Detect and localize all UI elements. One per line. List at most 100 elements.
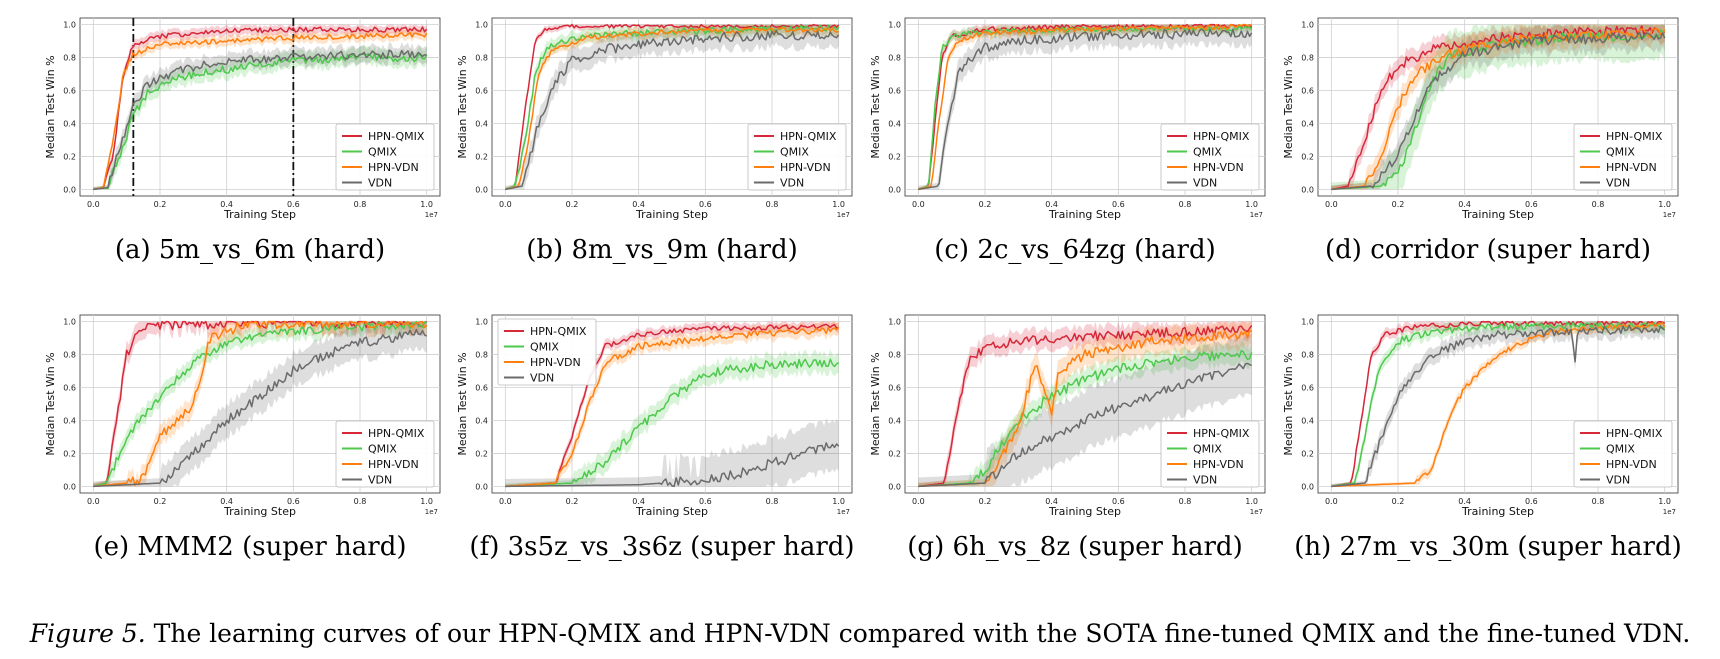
legend-label: HPN-QMIX: [1193, 130, 1250, 143]
legend-label: VDN: [368, 177, 392, 190]
y-tick-label: 0.8: [475, 351, 488, 360]
y-tick-label: 0.0: [475, 482, 488, 491]
chart-panel-7: 0.0 0.2 0.4 0.6 0.8 1.0 0.0 0.2 0.4 0.6 0.8 1.0 1e7 T…: [869, 314, 1266, 562]
x-tick-label: 0.4: [632, 497, 645, 506]
legend-label: HPN-QMIX: [1193, 427, 1250, 440]
y-tick-label: 0.6: [1301, 384, 1314, 393]
legend-label: VDN: [780, 177, 804, 190]
x-tick-label: 1.0: [420, 497, 433, 506]
chart-panel-6: 0.0 0.2 0.4 0.6 0.8 1.0 0.0 0.2 0.4 0.6 0.8 1.0 1e7 T…: [456, 314, 855, 562]
y-tick-label: 0.2: [63, 152, 76, 161]
x-tick-label: 0.6: [699, 200, 712, 209]
y-tick-label: 1.0: [63, 21, 76, 30]
x-tick-label: 1.0: [832, 200, 845, 209]
legend-box: [1573, 420, 1673, 488]
legend-label: VDN: [368, 474, 392, 487]
x-tick-label: 1.0: [420, 200, 433, 209]
x-tick-label: 1.0: [1245, 497, 1258, 506]
legend-label: HPN-VDN: [1606, 458, 1657, 471]
y-tick-label: 0.4: [475, 416, 488, 425]
series-line-qmix: [918, 349, 1253, 488]
y-tick-label: 0.2: [888, 152, 901, 161]
legend: HPN-QMIX QMIX HPN-VDN VDN: [1573, 420, 1673, 488]
x-axis-label: Training Step: [635, 208, 708, 221]
y-tick-label: 0.8: [63, 351, 76, 360]
y-tick-label: 1.0: [888, 21, 901, 30]
legend: HPN-QMIX QMIX HPN-VDN VDN: [1573, 123, 1673, 191]
series-band-qmix: [93, 321, 427, 487]
legend-label: HPN-VDN: [368, 458, 419, 471]
y-tick-label: 0.6: [888, 384, 901, 393]
y-tick-label: 0.4: [63, 119, 76, 128]
x-tick-label: 0.4: [632, 200, 645, 209]
series-band-hpn-vdn: [918, 321, 1252, 487]
series-band-qmix: [505, 349, 839, 487]
series-line-vdn: [93, 49, 427, 191]
y-tick-label: 0.6: [63, 87, 76, 96]
series-line-vdn: [1331, 31, 1666, 191]
y-tick-label: 0.2: [475, 152, 488, 161]
y-axis-label: Median Test Win %: [456, 55, 469, 158]
series-band-vdn: [93, 321, 427, 487]
series-band-qmix: [1331, 24, 1665, 190]
x-axis-label: Training Step: [1461, 208, 1534, 221]
panel-caption: (d) corridor (super hard): [1325, 235, 1651, 265]
y-axis-label: Median Test Win %: [44, 55, 57, 158]
y-axis-label: Median Test Win %: [869, 352, 882, 455]
series-line-qmix: [93, 320, 427, 488]
x-tick-label: 0.0: [1325, 200, 1338, 209]
y-tick-label: 1.0: [1301, 318, 1314, 327]
x-tick-label: 0.8: [766, 200, 779, 209]
x-tick-label: 0.4: [1045, 200, 1058, 209]
y-tick-label: 0.4: [888, 416, 901, 425]
chart-panel-2: 0.0 0.2 0.4 0.6 0.8 1.0 0.0 0.2 0.4 0.6 0.8 1.0 1e7 T…: [456, 17, 853, 265]
series-line-hpn-vdn: [93, 320, 428, 488]
y-tick-label: 0.8: [888, 54, 901, 63]
figure-caption-label: Figure 5.: [29, 619, 146, 648]
y-tick-label: 0.8: [475, 54, 488, 63]
x-tick-label: 1.0: [1658, 200, 1671, 209]
y-tick-label: 0.0: [475, 185, 488, 194]
x-exponent-label: 1e7: [837, 508, 850, 516]
x-tick-label: 1.0: [1245, 200, 1258, 209]
series-line-qmix: [505, 358, 840, 488]
x-tick-label: 0.2: [1392, 200, 1405, 209]
legend-label: HPN-VDN: [1193, 458, 1244, 471]
x-tick-label: 0.4: [220, 200, 233, 209]
panel-caption: (e) MMM2 (super hard): [93, 532, 406, 562]
y-tick-label: 1.0: [475, 21, 488, 30]
chart-panel-4: 0.0 0.2 0.4 0.6 0.8 1.0 0.0 0.2 0.4 0.6 0.8 1.0 1e7 T…: [1282, 17, 1679, 265]
legend-label: HPN-VDN: [1606, 161, 1657, 174]
x-exponent-label: 1e7: [1250, 211, 1263, 219]
x-exponent-label: 1e7: [1663, 211, 1676, 219]
series-band-hpn-vdn: [1331, 24, 1665, 190]
x-tick-label: 0.2: [566, 200, 579, 209]
x-tick-label: 0.0: [87, 497, 100, 506]
series-band-vdn: [1331, 24, 1665, 190]
y-tick-label: 0.6: [475, 87, 488, 96]
series-line-vdn: [505, 29, 840, 191]
legend-box: [1160, 420, 1260, 488]
x-tick-label: 0.0: [87, 200, 100, 209]
legend-label: VDN: [1193, 177, 1217, 190]
y-tick-label: 1.0: [475, 318, 488, 327]
series-line-hpn-vdn: [1331, 28, 1666, 191]
y-tick-label: 0.2: [1301, 152, 1314, 161]
series-line-hpn-vdn: [505, 326, 840, 488]
series-line-hpn-qmix: [505, 323, 839, 488]
series-band-hpn-vdn: [505, 321, 839, 487]
x-tick-label: 0.6: [699, 497, 712, 506]
y-axis-label: Median Test Win %: [456, 352, 469, 455]
legend-box: [497, 318, 597, 386]
series-band-vdn: [1331, 321, 1665, 487]
y-tick-label: 0.6: [63, 384, 76, 393]
legend-label: QMIX: [1606, 146, 1635, 159]
legend-label: QMIX: [530, 341, 559, 354]
x-tick-label: 0.6: [287, 497, 300, 506]
legend: HPN-QMIX QMIX HPN-VDN VDN: [497, 318, 597, 386]
legend-label: HPN-VDN: [1193, 161, 1244, 174]
y-tick-label: 0.4: [888, 119, 901, 128]
y-tick-label: 0.0: [63, 185, 76, 194]
x-tick-label: 0.6: [1112, 200, 1125, 209]
